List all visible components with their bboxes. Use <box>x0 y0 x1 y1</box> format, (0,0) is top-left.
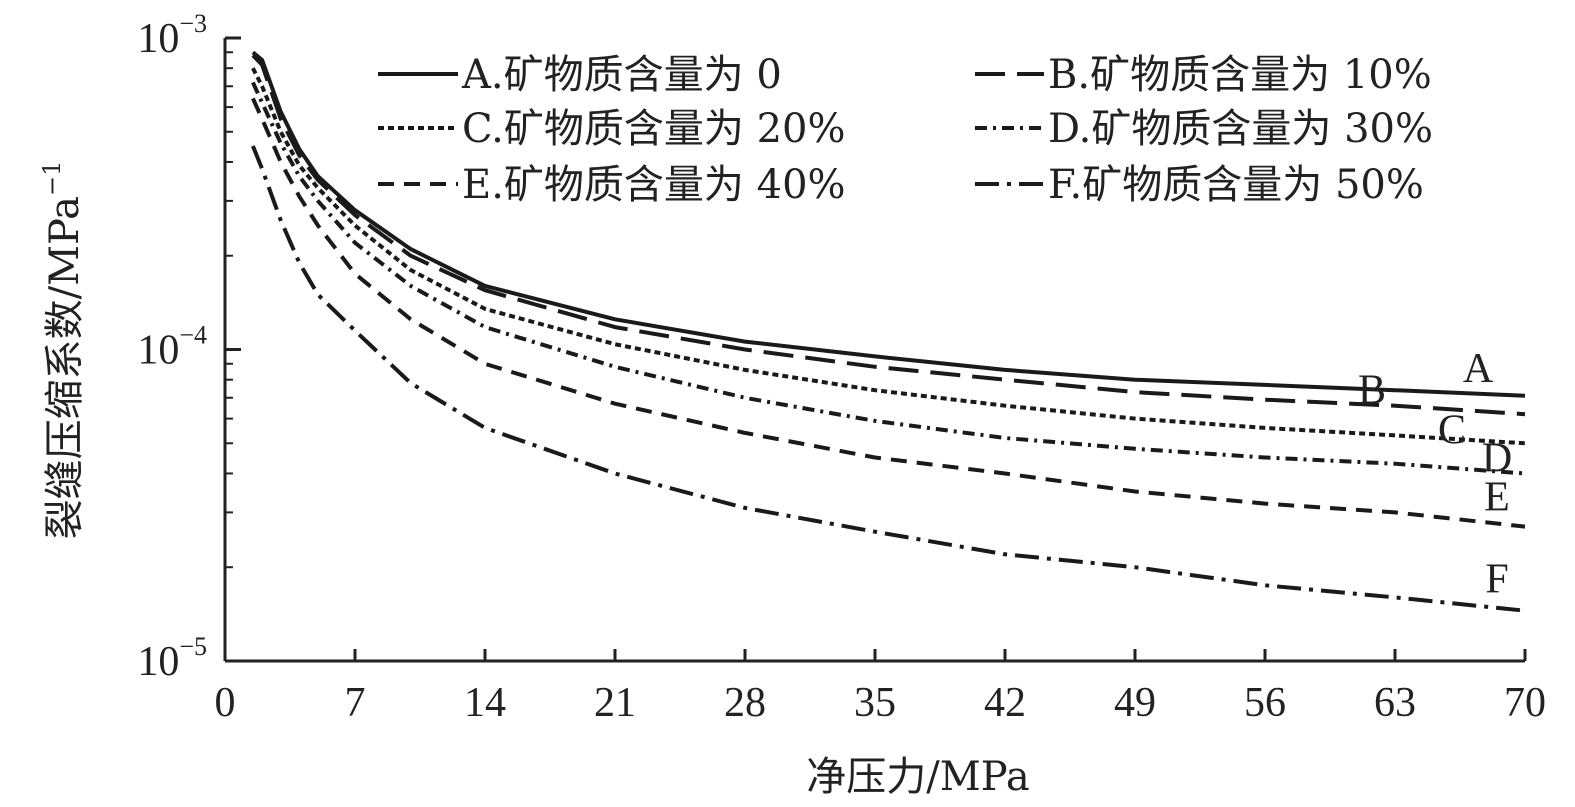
x-ticks: 0 7 14 21 28 35 42 49 56 63 70 <box>215 649 1546 726</box>
series-line-a <box>251 50 1526 398</box>
legend-label-c: C.矿物质含量为 20% <box>462 106 846 152</box>
series-line-e <box>251 97 1526 529</box>
x-tick-label: 14 <box>464 680 506 726</box>
series-line-c <box>251 67 1526 446</box>
end-label-e: E <box>1484 475 1510 521</box>
x-tick-label: 56 <box>1244 680 1286 726</box>
x-tick-label: 7 <box>345 680 366 726</box>
x-tick-label: 35 <box>854 680 896 726</box>
legend-label-b: B.矿物质含量为 10% <box>1048 52 1432 98</box>
series-line-d <box>251 81 1526 476</box>
end-label-d: D <box>1482 435 1512 481</box>
x-tick-label: 63 <box>1374 680 1416 726</box>
x-tick-label: 28 <box>724 680 766 726</box>
legend-label-e: E.矿物质含量为 40% <box>462 162 846 208</box>
y-tick-label: 10−3 <box>137 9 207 62</box>
legend: A.矿物质含量为 0 B.矿物质含量为 10% C.矿物质含量为 20% D.矿物质含… <box>378 52 1433 208</box>
series-lines <box>251 50 1526 613</box>
x-tick-label: 49 <box>1114 680 1156 726</box>
legend-label-f: F.矿物质含量为 50% <box>1048 162 1424 208</box>
x-tick-label: 0 <box>215 680 236 726</box>
end-label-b: B <box>1358 368 1386 414</box>
x-tick-label: 21 <box>594 680 636 726</box>
end-label-a: A <box>1463 346 1494 392</box>
x-tick-label: 70 <box>1504 680 1546 726</box>
legend-label-d: D.矿物质含量为 30% <box>1048 106 1433 152</box>
end-label-f: F <box>1485 557 1508 603</box>
series-line-f <box>251 145 1526 613</box>
y-axis-title-main: 裂缝压缩系数/MPa <box>42 196 88 539</box>
y-ticks: 10−3 10−4 10−5 <box>137 9 241 685</box>
y-axis-title: 裂缝压缩系数/MPa−1 <box>38 161 88 540</box>
y-tick-label: 10−4 <box>137 321 207 374</box>
legend-label-a: A.矿物质含量为 0 <box>461 52 782 98</box>
y-tick-label: 10−5 <box>137 632 207 685</box>
x-tick-label: 42 <box>984 680 1026 726</box>
x-axis-title: 净压力/MPa <box>806 754 1029 800</box>
end-label-c: C <box>1438 407 1466 453</box>
series-line-b <box>251 53 1526 417</box>
y-axis-title-sup: −1 <box>38 161 66 196</box>
